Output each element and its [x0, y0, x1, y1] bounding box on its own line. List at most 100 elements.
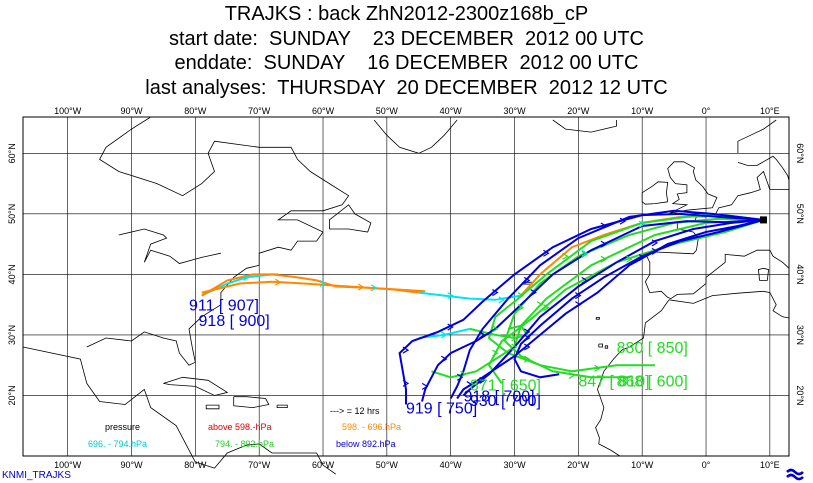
coastline [668, 290, 790, 319]
footer-label: KNMI_TRAJKS [2, 470, 71, 481]
time-arrow [523, 334, 531, 342]
time-arrow [536, 301, 544, 309]
lat-label: 60°N [795, 143, 805, 163]
time-arrow [600, 255, 608, 263]
trajectory-segment [418, 291, 522, 301]
time-arrow [619, 217, 627, 225]
time-arrow [456, 373, 464, 381]
lon-label: 90°W [120, 460, 143, 470]
coastline [22, 346, 215, 469]
title-line-2: start date: SUNDAY 23 DECEMBER 2012 00 U… [169, 27, 644, 50]
lon-label: 0° [702, 460, 711, 470]
time-arrow [492, 289, 499, 297]
trajectory-segment [449, 209, 764, 399]
lat-label: 60°N [7, 143, 17, 163]
trajectory-segment [513, 218, 764, 379]
endpoint-label: 868 [ 600] [617, 373, 688, 390]
endpoint-label: 918 [ 900] [199, 313, 270, 330]
time-arrow [447, 292, 454, 300]
time-arrow [600, 222, 608, 230]
time-arrow [638, 220, 646, 228]
legend-mid1: 598. - 696.hPa [342, 422, 401, 432]
time-arrow [440, 355, 448, 363]
time-arrow [466, 381, 473, 389]
title-line-3: enddate: SUNDAY 16 DECEMBER 2012 00 UTC [174, 52, 639, 74]
time-arrow [575, 292, 582, 300]
legend-mid2: 696. - 794.hPa [88, 439, 147, 449]
lon-label: 10°E [760, 460, 780, 470]
title-line-4: last analyses: THURSDAY 20 DECEMBER 2012… [145, 76, 668, 99]
coastline [163, 376, 229, 396]
time-arrow [517, 292, 525, 300]
endpoint-label: 911 [ 907] [189, 298, 259, 315]
time-arrow [575, 301, 582, 309]
coastline [205, 404, 220, 410]
legend-mid3: 794. - 892.hPa [215, 439, 274, 449]
lon-label: 30°W [503, 106, 526, 116]
lon-label: 50°W [376, 460, 399, 470]
lon-label: 0° [702, 106, 711, 116]
lon-label: 20°W [567, 106, 590, 116]
coastline [667, 161, 718, 214]
endpoint-label: 919 [ 750] [406, 401, 477, 418]
trajectory-segment [469, 324, 529, 340]
time-arrow [568, 371, 576, 380]
time-arrow [492, 325, 499, 333]
coastline [604, 345, 609, 349]
time-arrow [626, 255, 633, 263]
coastline [598, 343, 603, 348]
time-arrow [370, 284, 378, 292]
time-arrow [479, 331, 486, 339]
coastline [373, 119, 458, 154]
time-arrow [581, 250, 588, 258]
time-arrow [543, 249, 550, 257]
coastline [329, 204, 372, 233]
lon-label: 80°W [184, 460, 207, 470]
lon-label: 70°W [248, 460, 271, 470]
endpoint-label: 880 [ 850] [617, 340, 688, 357]
lon-labels-top: 100°W 90°W 80°W 70°W 60°W 50°W 40°W 30°W 20°W 10°… [54, 106, 780, 116]
endpoint-label: 871 [ 650] [470, 378, 541, 395]
legend-below: below 892.hPa [336, 439, 396, 449]
lat-label: 40°N [795, 264, 805, 284]
lon-label: 60°W [312, 106, 335, 116]
time-arrow [651, 239, 659, 247]
lon-label: 10°E [760, 106, 780, 116]
coastline [737, 155, 790, 181]
time-arrow [638, 253, 646, 261]
trajectory-segment [398, 212, 764, 405]
endpoint-label: 918 [ 700] [463, 389, 534, 406]
time-arrow [492, 349, 499, 357]
lon-label: 90°W [120, 106, 143, 116]
lat-labels: 60°N 60°N 50°N 50°N 40°N 40°N 30°N 30°N 20°N 20°N [7, 143, 805, 405]
time-arrow [511, 343, 518, 351]
time-arrow [440, 331, 448, 339]
coastline [595, 299, 670, 457]
endpoint-labels: 911 [ 907]918 [ 900] 880 [ 850] 847 [ 810]… [189, 298, 688, 418]
coastline [552, 119, 617, 133]
source-marker [759, 216, 767, 224]
lon-label: 60°W [312, 460, 335, 470]
lat-label: 20°N [795, 385, 805, 405]
time-arrow [523, 355, 531, 363]
coastline [118, 228, 221, 264]
time-arrow [447, 323, 454, 331]
trajectory-segment [303, 282, 426, 293]
lon-label: 30°W [503, 460, 526, 470]
time-arrow [402, 346, 410, 354]
time-arrow [543, 304, 550, 312]
time-arrow [517, 304, 525, 312]
coastline [595, 317, 600, 320]
time-arrow [402, 379, 410, 387]
time-arrow [594, 364, 601, 372]
time-arrow [243, 273, 250, 281]
coastline [233, 396, 270, 409]
legend-above: above 598.-hPa [208, 422, 272, 432]
lat-label: 50°N [7, 204, 17, 224]
time-arrow [498, 296, 505, 304]
coastline [214, 443, 337, 475]
lat-label: 30°N [795, 325, 805, 345]
title-line-1: TRAJKS : back ZhN2012-2300z168b_cP [224, 3, 589, 25]
coastline [86, 116, 350, 366]
time-arrow [460, 370, 467, 378]
